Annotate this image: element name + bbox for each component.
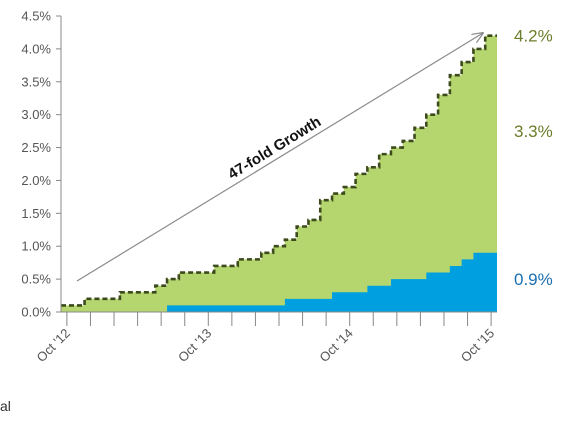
end-label: 4.2%: [514, 27, 553, 46]
end-label: 3.3%: [514, 122, 553, 141]
x-axis: Oct '12 Oct '13 Oct '14 Oct '15: [34, 311, 497, 365]
growth-annotation: 47-fold Growth: [225, 113, 324, 183]
y-tick-label: 1.5%: [21, 206, 51, 221]
y-tick-label: 1.0%: [21, 239, 51, 254]
area-bottom: [61, 252, 497, 312]
y-tick-label: 0.0%: [21, 305, 51, 320]
growth-arrow: [76, 33, 483, 282]
y-tick-label: 3.5%: [21, 74, 51, 89]
y-tick-label: 4.5%: [21, 9, 51, 24]
area-layers: [61, 34, 497, 312]
area-total: [61, 35, 497, 312]
end-label: 0.9%: [514, 270, 553, 289]
x-tick-label: Oct '14: [316, 326, 355, 365]
x-tick-label: Oct '13: [175, 326, 214, 365]
y-tick-label: 2.0%: [21, 173, 51, 188]
y-tick-label: 3.0%: [21, 107, 51, 122]
x-tick-label: Oct '15: [458, 326, 497, 365]
x-tick-label: Oct '12: [34, 326, 73, 365]
y-tick-label: 0.5%: [21, 272, 51, 287]
y-tick-label: 2.5%: [21, 140, 51, 155]
footer-text: al: [0, 398, 11, 414]
y-tick-label: 4.0%: [21, 41, 51, 56]
end-labels: 4.2% 3.3% 0.9%: [514, 27, 553, 289]
y-axis: 0.0% 0.5% 1.0% 1.5% 2.0% 2.5% 3.0% 3.5% 4.0% 4.5%: [21, 9, 62, 320]
